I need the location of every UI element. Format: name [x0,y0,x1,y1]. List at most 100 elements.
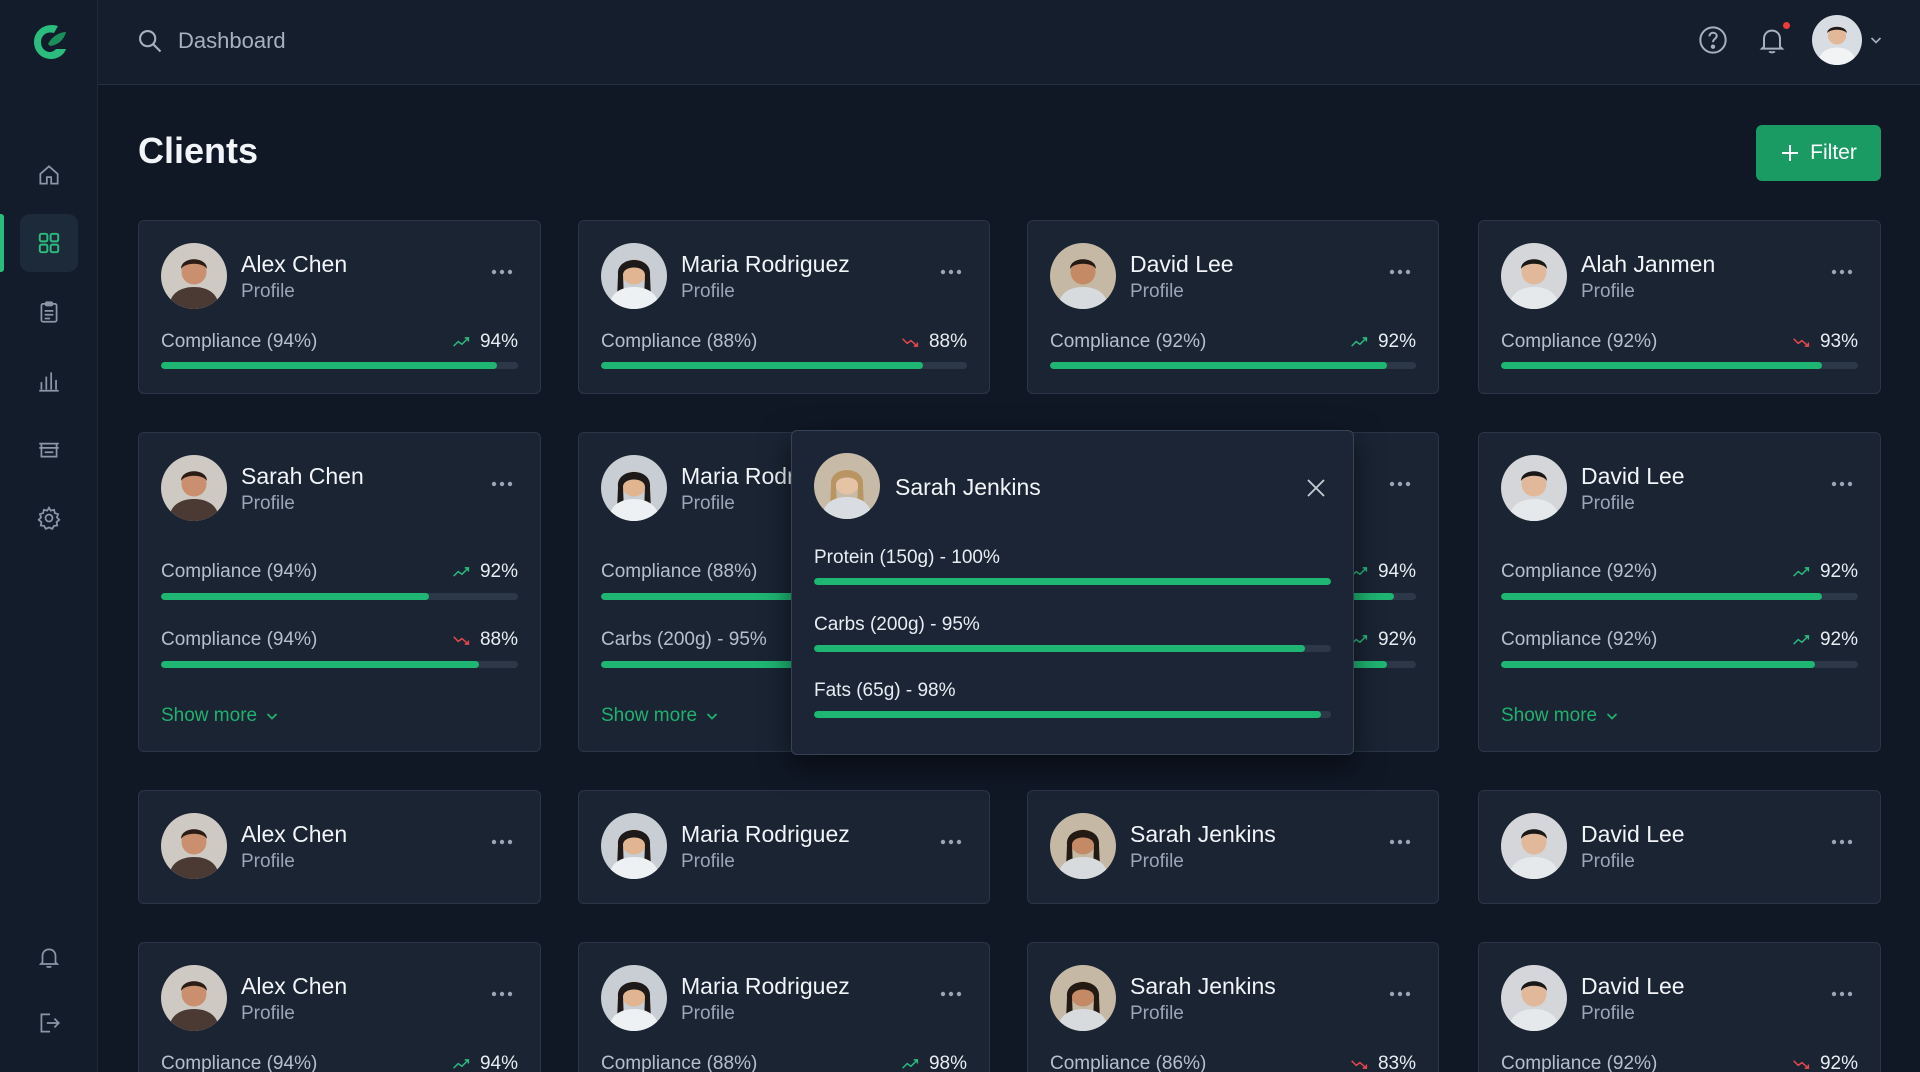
client-profile-link[interactable]: Profile [241,493,295,514]
metric-value: 92% [1350,331,1416,353]
client-profile-link[interactable]: Profile [1581,851,1635,872]
metric-label: Compliance (88%) [601,331,758,352]
progress-bar [1050,362,1416,369]
more-options-icon[interactable] [490,267,514,277]
progress-bar [161,593,518,600]
client-card[interactable]: Maria Rodriguez Profile Compliance (88%) 88… [578,220,990,394]
logo-icon[interactable] [28,20,70,64]
progress-bar [1501,593,1858,600]
trend-up-icon [1351,337,1368,347]
progress-bar [814,711,1331,718]
client-card[interactable]: Maria Rodriguez Profile Compliance (88%) 98… [578,942,990,1072]
more-options-icon[interactable] [1388,837,1412,847]
more-options-icon[interactable] [1388,479,1412,489]
avatar [1501,813,1567,879]
progress-bar [814,578,1331,585]
client-card[interactable]: David Lee Profile Compliance (92%) 92% [1027,220,1439,394]
client-card[interactable]: Maria Rodriguez Profile [578,790,990,904]
client-profile-link[interactable]: Profile [681,851,735,872]
close-icon[interactable] [1305,477,1327,499]
more-options-icon[interactable] [1830,989,1854,999]
search-icon [139,30,162,53]
metric-value: 94% [452,1053,518,1072]
nav-home[interactable] [20,146,78,204]
nav-settings[interactable] [20,489,78,547]
client-card[interactable]: Sarah Jenkins Profile Compliance (86%) 83% [1027,942,1439,1072]
more-options-icon[interactable] [1830,479,1854,489]
avatar [1501,455,1567,521]
client-card[interactable]: David Lee Profile Compliance (92%) 92% Compl… [1478,432,1881,752]
trend-up-icon [1793,567,1810,577]
trend-down-icon [1793,1060,1810,1069]
client-profile-link[interactable]: Profile [1581,1003,1635,1024]
metric-value: 88% [901,331,967,353]
chevron-down-icon[interactable] [1868,32,1884,48]
metric-label: Compliance (94%) [161,1053,318,1072]
client-card[interactable]: Sarah Jenkins Profile [1027,790,1439,904]
client-name: Sarah Jenkins [1130,973,1276,999]
popup-client-name: Sarah Jenkins [895,474,1041,500]
client-card[interactable]: Alex Chen Profile [138,790,541,904]
user-avatar[interactable] [1812,15,1862,65]
trend-up-icon [453,1059,470,1069]
nav-logout[interactable] [20,994,78,1052]
client-macro-popup: Sarah Jenkins Protein (150g) - 100% Carbs… [791,430,1354,755]
client-profile-link[interactable]: Profile [1130,851,1184,872]
client-profile-link[interactable]: Profile [681,1003,735,1024]
more-options-icon[interactable] [939,267,963,277]
nav-analytics[interactable] [20,352,78,410]
help-icon[interactable] [1697,24,1729,56]
client-name: David Lee [1581,821,1685,847]
client-card[interactable]: David Lee Profile Compliance (92%) 92% [1478,942,1881,1072]
client-card[interactable]: Alex Chen Profile Compliance (94%) 94% [138,220,541,394]
trend-down-icon [902,338,919,347]
bell-icon[interactable] [1756,24,1788,56]
nav-dashboard[interactable] [0,214,78,272]
more-options-icon[interactable] [490,837,514,847]
metric-value: 94% [452,331,518,353]
more-options-icon[interactable] [490,479,514,489]
metric-value: 98% [901,1053,967,1072]
client-profile-link[interactable]: Profile [681,281,735,302]
more-options-icon[interactable] [939,837,963,847]
client-profile-link[interactable]: Profile [681,493,735,514]
metric-label: Compliance (88%) [601,561,758,582]
metric-value: 93% [1792,331,1858,353]
client-profile-link[interactable]: Profile [1130,281,1184,302]
nav-notifications[interactable] [20,928,78,986]
more-options-icon[interactable] [1388,267,1412,277]
progress-fill [1050,362,1387,369]
progress-fill [601,593,924,600]
metric-label: Compliance (88%) [601,1053,758,1072]
metric-value-text: 88% [928,331,967,352]
search-input[interactable] [178,22,678,60]
nav-messages[interactable] [20,420,78,478]
more-options-icon[interactable] [1830,267,1854,277]
avatar [1501,965,1567,1031]
progress-fill [161,593,429,600]
client-profile-link[interactable]: Profile [241,851,295,872]
client-profile-link[interactable]: Profile [241,1003,295,1024]
client-profile-link[interactable]: Profile [241,281,295,302]
client-profile-link[interactable]: Profile [1581,493,1635,514]
show-more-button[interactable]: Show more [1501,705,1619,727]
client-name: David Lee [1581,973,1685,999]
client-profile-link[interactable]: Profile [1581,281,1635,302]
client-card[interactable]: Alex Chen Profile Compliance (94%) 94% [138,942,541,1072]
more-options-icon[interactable] [1830,837,1854,847]
client-card[interactable]: David Lee Profile [1478,790,1881,904]
more-options-icon[interactable] [939,989,963,999]
more-options-icon[interactable] [490,989,514,999]
client-profile-link[interactable]: Profile [1130,1003,1184,1024]
trend-up-icon [453,337,470,347]
more-options-icon[interactable] [1388,989,1412,999]
show-more-button[interactable]: Show more [601,705,719,727]
client-card[interactable]: Alah Janmen Profile Compliance (92%) 93% [1478,220,1881,394]
nav-plans[interactable] [20,283,78,341]
client-card[interactable]: Sarah Chen Profile Compliance (94%) 92% Comp… [138,432,541,752]
show-more-button[interactable]: Show more [161,705,279,727]
metric-value-text: 92% [1377,629,1416,650]
avatar [601,813,667,879]
filter-button[interactable]: Filter [1756,125,1881,181]
metric-value: 92% [452,561,518,583]
